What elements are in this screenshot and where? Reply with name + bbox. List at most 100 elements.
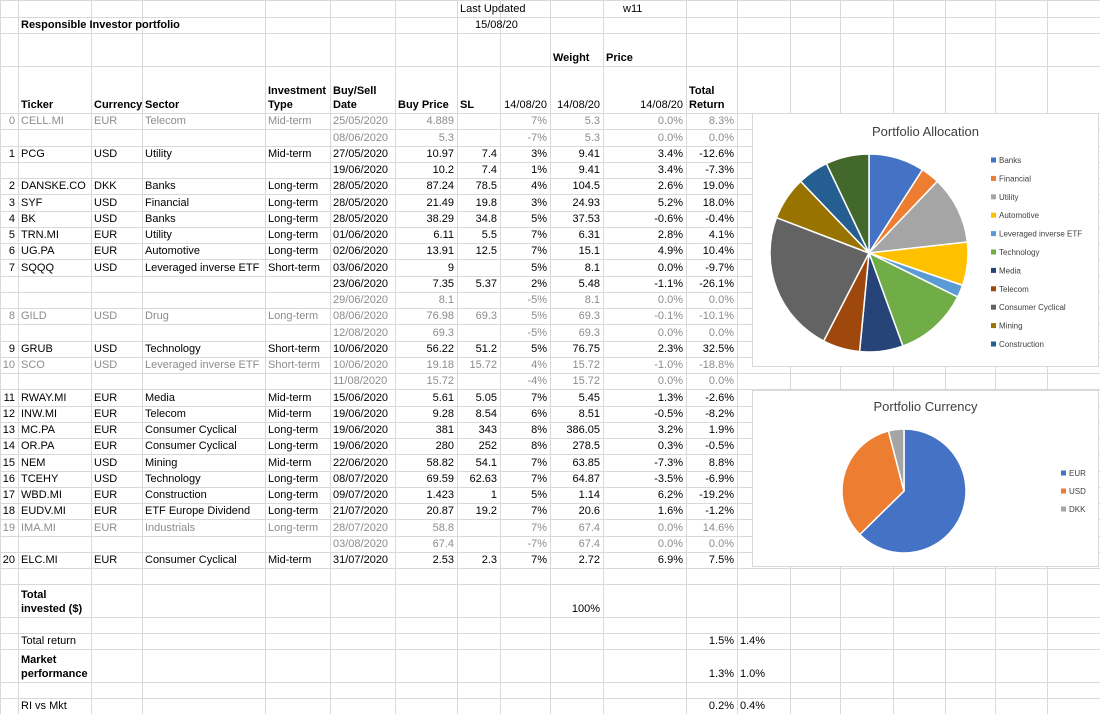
cell: 27/05/2020	[333, 147, 389, 160]
chart-title: Portfolio Currency	[873, 399, 978, 414]
cell: USD	[94, 261, 118, 274]
cell: EUR	[94, 407, 118, 420]
cell: 252	[478, 440, 497, 453]
cell: 2.53	[432, 554, 454, 566]
cell: 5	[8, 229, 15, 241]
cell: 104.5	[572, 180, 600, 193]
cell: 69.3	[578, 326, 600, 339]
cell: Financial	[145, 196, 190, 209]
legend-swatch	[991, 249, 996, 255]
legend-label: EUR	[1069, 469, 1086, 478]
cell: 4%	[531, 180, 547, 193]
legend-swatch	[991, 157, 996, 163]
cell: Mid-term	[268, 391, 312, 404]
column-line	[686, 0, 687, 714]
cell: Leveraged inverse ETF	[145, 359, 260, 371]
cell: 3	[8, 196, 15, 209]
cell: 0.0%	[708, 537, 734, 550]
column-line	[737, 0, 738, 714]
cell: 9	[8, 342, 15, 355]
legend-label: Construction	[999, 340, 1044, 349]
cell: 34.8	[475, 212, 497, 225]
cell: 5.61	[432, 391, 454, 404]
column-line	[0, 0, 1, 714]
legend-label: Financial	[999, 174, 1031, 183]
cell: USD	[94, 472, 118, 485]
cell: 3%	[531, 196, 547, 209]
cell: 7.35	[432, 277, 454, 290]
cell: USD	[94, 212, 118, 225]
cell: 19	[2, 521, 15, 534]
cell: 19.18	[426, 359, 454, 371]
cell: 6.2%	[657, 489, 683, 501]
cell: -0.5%	[705, 440, 734, 453]
cell: -10.1%	[699, 310, 734, 323]
cell: EUR	[94, 115, 118, 128]
legend-label: Mining	[999, 322, 1023, 331]
pie-slice	[858, 428, 967, 554]
cell: 280	[435, 440, 454, 453]
cell: Long-term	[268, 180, 319, 193]
legend-swatch	[1061, 470, 1066, 476]
cell: 9.41	[578, 147, 600, 160]
cell: Mining	[145, 456, 178, 469]
legend-label: Media	[999, 266, 1021, 275]
cell: 1	[490, 489, 497, 501]
cell: -0.1%	[654, 310, 683, 323]
cell: Long-term	[268, 229, 319, 241]
cell: Long-term	[268, 472, 319, 485]
pie-slice	[867, 180, 969, 254]
cell: -1.0%	[654, 359, 683, 371]
cell: 19/06/2020	[333, 164, 389, 176]
cell: 4.889	[426, 115, 454, 128]
cell: Total return	[21, 635, 77, 648]
cell: USD	[94, 342, 118, 355]
cell: Automotive	[145, 245, 201, 258]
cell: Long-term	[268, 440, 319, 453]
legend-swatch	[991, 267, 996, 273]
cell: INW.MI	[21, 407, 58, 420]
column-line	[457, 0, 458, 714]
cell: USD	[94, 147, 118, 160]
cell: Drug	[145, 310, 169, 323]
cell: 5.3	[584, 115, 600, 128]
cell: USD	[94, 359, 118, 371]
cell: 15	[2, 456, 15, 469]
cell: 10/06/2020	[333, 342, 389, 355]
cell: 5%	[531, 212, 547, 225]
cell: 10	[2, 359, 15, 371]
cell: 6%	[531, 407, 547, 420]
cell: EUR	[94, 229, 118, 241]
pie-slice	[841, 430, 905, 536]
cell: -12.6%	[699, 147, 734, 160]
cell: SL	[460, 99, 475, 111]
cell: 9	[447, 261, 454, 274]
cell: 8.1	[584, 261, 600, 274]
cell: Currency	[94, 99, 143, 111]
pie-slice	[867, 251, 959, 347]
legend-swatch	[991, 194, 996, 200]
cell: 19/06/2020	[333, 424, 389, 436]
cell: 0.0%	[708, 375, 734, 388]
cell: 21/07/2020	[333, 505, 389, 518]
cell: EUR	[94, 521, 118, 534]
cell: -26.1%	[699, 277, 734, 290]
cell: 15.72	[572, 359, 600, 371]
cell: 2.3	[481, 554, 497, 566]
cell: -1.1%	[654, 277, 683, 290]
cell: 32.5%	[702, 342, 734, 355]
legend-label: Utility	[999, 193, 1019, 202]
cell: UG.PA	[21, 245, 55, 258]
cell: -7%	[527, 537, 547, 550]
cell: 25/05/2020	[333, 115, 389, 128]
cell: Long-term	[268, 489, 319, 501]
cell: 14/08/20	[557, 99, 600, 111]
cell: EUR	[94, 391, 118, 404]
cell: RWAY.MI	[21, 391, 67, 404]
cell: Ticker	[21, 99, 54, 111]
cell: 76.75	[572, 342, 600, 355]
cell: Weight	[553, 52, 590, 64]
pie-slice	[769, 216, 871, 343]
cell: Long-term	[268, 212, 319, 225]
cell: 19/06/2020	[333, 440, 389, 453]
